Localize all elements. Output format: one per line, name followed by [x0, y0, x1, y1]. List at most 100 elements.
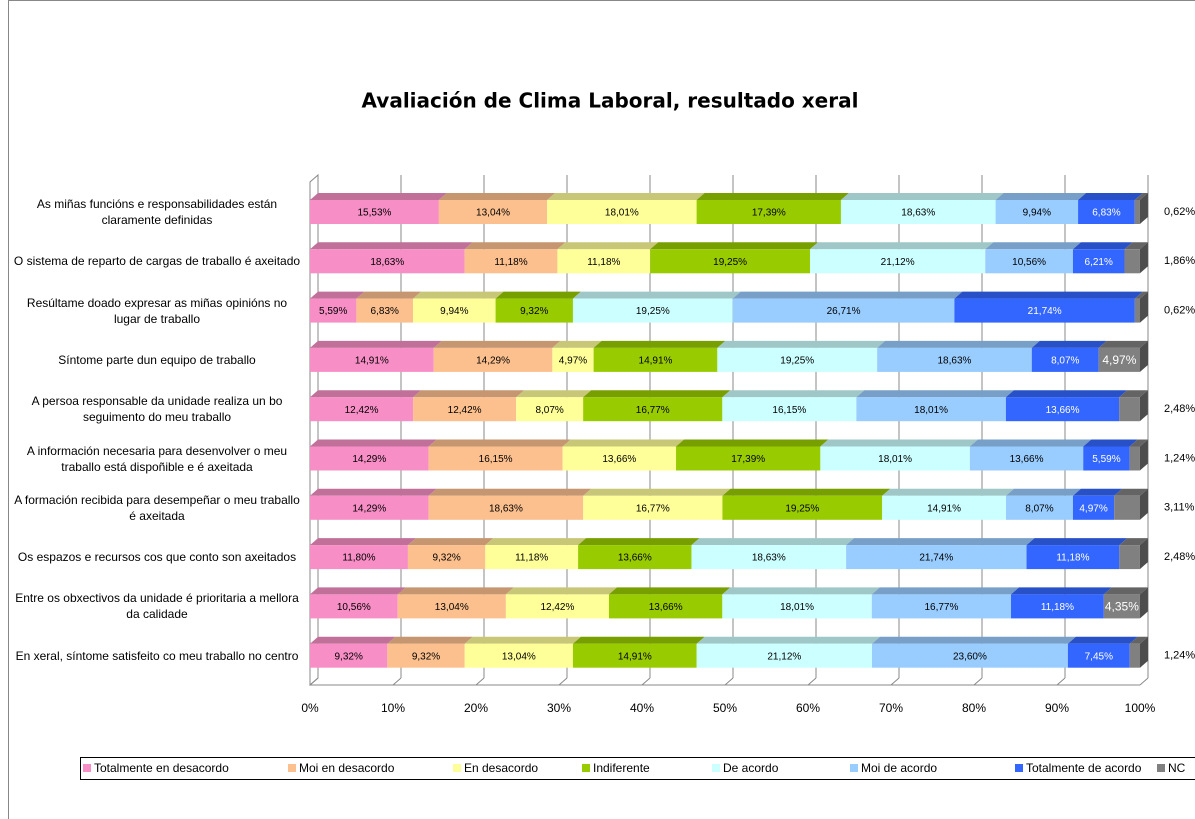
bar-top — [310, 242, 473, 250]
bar-top — [485, 538, 587, 546]
data-label: 14,29% — [352, 454, 386, 465]
bar — [464, 249, 558, 274]
data-label: 19,25% — [636, 306, 670, 317]
bar-top — [722, 390, 865, 398]
bar-top — [310, 291, 365, 299]
bar-top — [1067, 636, 1138, 644]
category-label: As miñas funcións e responsabilidades es… — [36, 197, 278, 227]
bar-top — [310, 340, 442, 348]
bar — [583, 397, 723, 422]
legend-swatch — [83, 764, 91, 772]
bar — [722, 594, 872, 619]
bar — [485, 545, 579, 570]
data-label: 0,62% — [1164, 305, 1195, 317]
data-label: 11,18% — [1041, 602, 1074, 613]
floor-line — [724, 677, 734, 686]
bar — [650, 249, 810, 274]
bar — [583, 495, 723, 520]
bar — [1011, 594, 1104, 619]
legend-swatch — [288, 764, 296, 772]
bar — [846, 545, 1027, 570]
legend-label: En desacordo — [464, 761, 538, 775]
data-label: 1,24% — [1164, 650, 1195, 662]
bar-top — [310, 390, 422, 398]
bar-top — [516, 390, 592, 398]
bar — [1114, 495, 1140, 520]
floor-line — [475, 677, 485, 686]
data-label: 13,66% — [602, 454, 636, 465]
bar — [516, 397, 584, 422]
legend-swatch — [1157, 764, 1165, 772]
bar — [722, 495, 883, 520]
bar-top — [1072, 242, 1133, 250]
data-label: 12,42% — [345, 405, 379, 416]
data-label: 12,42% — [540, 602, 574, 613]
floor-line — [973, 677, 983, 686]
bar — [691, 545, 847, 570]
bar-top — [995, 193, 1087, 200]
legend-label: Moi en desacordo — [299, 761, 395, 775]
data-label: 14,91% — [927, 503, 961, 514]
data-label: 4,97% — [1102, 353, 1136, 367]
bar-top — [397, 587, 514, 595]
bar — [310, 249, 465, 274]
bar — [1072, 249, 1125, 274]
data-label: 7,45% — [1085, 651, 1113, 662]
data-label: 21,74% — [919, 553, 953, 564]
bar — [413, 397, 517, 422]
bar-top — [696, 636, 880, 644]
data-label: 16,15% — [772, 405, 806, 416]
bar — [871, 594, 1012, 619]
x-tick-label: 60% — [796, 701, 820, 715]
data-label: 18,63% — [489, 503, 523, 514]
data-label: 0,62% — [1164, 206, 1195, 218]
bar — [310, 643, 388, 668]
data-label: 14,29% — [476, 356, 510, 367]
data-label: 23,60% — [953, 651, 987, 662]
bar — [387, 643, 465, 668]
bar-top — [438, 193, 556, 200]
bar — [310, 347, 434, 372]
data-label: 19,25% — [785, 503, 819, 514]
bar-top — [1114, 488, 1148, 496]
bar-top — [407, 538, 494, 546]
legend-swatch — [453, 764, 461, 772]
floor-line — [1056, 677, 1066, 686]
data-label: 11,18% — [515, 553, 548, 564]
bar-top — [310, 587, 406, 595]
bar-top — [1026, 538, 1128, 546]
bar — [1067, 643, 1130, 668]
data-label: 18,63% — [752, 553, 786, 564]
bar — [438, 200, 548, 224]
floor-line — [807, 677, 817, 686]
bar — [877, 347, 1032, 372]
bar-top — [1078, 193, 1143, 200]
bar — [1124, 249, 1140, 274]
bar — [547, 200, 697, 224]
bar-top — [717, 340, 886, 348]
data-label: 8,07% — [1051, 356, 1079, 367]
bar-top — [583, 390, 731, 398]
floor-line — [392, 677, 402, 686]
bar-top — [882, 488, 1014, 496]
category-label: A información necesaria para desenvolver… — [26, 443, 288, 474]
bar — [428, 495, 584, 520]
bar — [407, 545, 486, 570]
data-label: 15,53% — [357, 208, 391, 219]
bar-top — [552, 340, 602, 348]
bar-side — [1140, 488, 1148, 520]
bar — [809, 249, 986, 274]
bar-side — [1139, 193, 1148, 224]
bar-top — [495, 291, 581, 299]
bar — [1072, 495, 1115, 520]
bar — [608, 594, 723, 619]
data-label: 21,12% — [881, 257, 915, 268]
bar-top — [1119, 538, 1148, 546]
bar-top — [608, 587, 731, 595]
bar — [1129, 643, 1140, 668]
bar — [310, 545, 408, 570]
legend-label: Totalmente de acordo — [1026, 761, 1142, 775]
bar — [882, 495, 1006, 520]
data-label: 16,77% — [636, 405, 670, 416]
